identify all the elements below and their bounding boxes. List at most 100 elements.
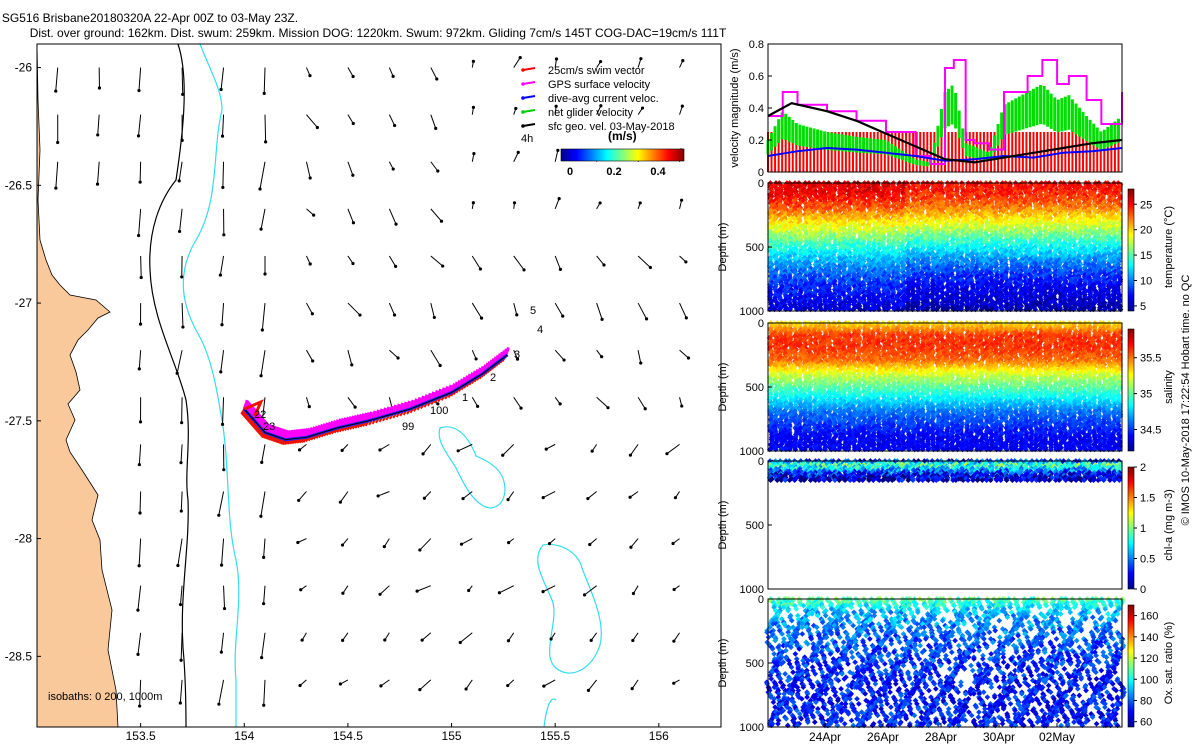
velocity-arrow-head — [311, 312, 314, 315]
velocity-arrow-head — [519, 56, 522, 59]
legend-item-label: net glider velocity — [548, 107, 633, 119]
velocity-arrow-head — [599, 60, 602, 63]
velocity-arrow-head — [507, 541, 510, 544]
velocity-arrow-head — [680, 199, 683, 202]
velocity-arrow-head — [137, 234, 140, 237]
map-panel: 153.5 154 154.5 155 155.5 156 -26-26.5-27-27.… — [5, 44, 721, 743]
legend-dot — [521, 96, 525, 100]
velocity-arrow-head — [263, 92, 266, 95]
track-label-100: 100 — [430, 405, 448, 417]
velocity-arrow-head — [297, 499, 300, 502]
map-xtick-label: 155 — [442, 729, 462, 743]
velocity-arrow-head — [392, 167, 395, 170]
velocity-arrow-head — [629, 546, 632, 549]
velocity-arrow-head — [418, 548, 421, 551]
velocity-arrow-head — [176, 372, 179, 375]
velocity-arrow-head — [138, 367, 141, 370]
velocity-arrow-head — [136, 609, 139, 612]
velocity-arrow-head — [600, 355, 603, 358]
speed-colorbar — [561, 149, 684, 161]
velocity-arrow-head — [479, 267, 482, 270]
velocity-arrow-head — [259, 515, 262, 518]
velocity-arrow-head — [639, 57, 642, 60]
map-ytick-label: -27 — [15, 296, 33, 310]
velocity-arrow-head — [309, 262, 312, 265]
legend-dot — [521, 124, 525, 128]
velocity-arrow-head — [559, 402, 562, 405]
velocity-arrow-head — [519, 407, 522, 410]
velocity-arrow-head — [262, 704, 265, 707]
velocity-arrow-head — [351, 262, 354, 265]
velocity-arrow-head — [308, 74, 311, 77]
velocity-arrow-head — [379, 684, 382, 687]
map-xtick-label: 153.5 — [126, 729, 156, 743]
velocity-arrow-head — [542, 685, 545, 688]
velocity-arrow-head — [541, 590, 544, 593]
velocity-arrow-head — [522, 268, 525, 271]
velocity-ylabel: velocity magnitude (m/s) — [729, 48, 741, 167]
velocity-arrow-head — [180, 509, 183, 512]
track-label-3: 3 — [514, 349, 520, 361]
velocity-arrow-head — [515, 313, 518, 316]
velocity-arrow-head — [461, 497, 464, 500]
velocity-arrow-head — [684, 260, 687, 263]
velocity-arrow-head — [467, 589, 470, 592]
velocity-arrow-head — [341, 639, 344, 642]
velocity-arrow-head — [632, 592, 635, 595]
velocity-arrow-head — [423, 497, 426, 500]
colorbar-tick-1: 0.2 — [606, 166, 621, 178]
velocity-arrow-head — [341, 592, 344, 595]
velocity-arrow-head — [308, 405, 311, 408]
velocity-arrow-head — [220, 88, 223, 91]
velocity-arrow — [182, 68, 183, 95]
velocity-arrow-head — [645, 317, 648, 320]
velocity-arrow-head — [179, 701, 182, 704]
velocity-arrow-head — [298, 448, 301, 451]
map-xtick-label: 154 — [234, 729, 254, 743]
legend-scale-label: 4h — [521, 133, 533, 145]
velocity-arrow-head — [258, 187, 261, 190]
velocity-arrow-head — [506, 684, 509, 687]
velocity-arrow-head — [561, 314, 564, 317]
velocity-arrow-head — [591, 450, 594, 453]
velocity-arrow-head — [631, 687, 634, 690]
velocity-arrow-head — [394, 223, 397, 226]
track-label-4: 4 — [537, 324, 543, 336]
velocity-arrow-head — [602, 263, 605, 266]
velocity-arrow-head — [436, 169, 439, 172]
map-ytick-label: -26.5 — [5, 178, 33, 192]
velocity-ytick-label: 0.8 — [749, 39, 764, 51]
legend-item-label: GPS surface velocity — [548, 79, 651, 91]
velocity-arrow-head — [138, 704, 141, 707]
velocity-arrow-head — [394, 265, 397, 268]
velocity-arrow-head — [501, 454, 504, 457]
velocity-arrow-head — [472, 201, 475, 204]
velocity-ytick-label: 0.6 — [749, 71, 764, 83]
map-ytick-label: -28.5 — [5, 649, 33, 663]
velocity-arrow — [223, 162, 224, 188]
velocity-arrow-head — [459, 641, 462, 644]
colorbar-tick-2: 0.4 — [650, 166, 666, 178]
velocity-arrow-head — [139, 323, 142, 326]
velocity-arrow-head — [506, 498, 509, 501]
velocity-arrow-head — [457, 449, 460, 452]
legend-item-label: 25cm/s swim vector — [548, 65, 645, 77]
velocity-ytick-label: 0.2 — [749, 135, 764, 147]
legend-dot — [521, 68, 525, 72]
velocity-arrow-head — [139, 181, 142, 184]
colorbar-unit: (m/s) — [608, 129, 637, 143]
velocity-arrow-head — [181, 93, 184, 96]
velocity-arrow-head — [351, 174, 354, 177]
velocity-arrow-head — [180, 275, 183, 278]
velocity-arrow-head — [260, 461, 263, 464]
velocity-arrow-head — [588, 543, 591, 546]
velocity-arrow-head — [472, 60, 475, 63]
velocity-arrow-head — [309, 176, 312, 179]
velocity-arrow-head — [220, 651, 223, 654]
velocity-arrow-head — [352, 221, 355, 224]
track-label-2: 2 — [490, 372, 496, 384]
velocity-arrow-head — [687, 356, 690, 359]
velocity-arrow-head — [262, 556, 265, 559]
